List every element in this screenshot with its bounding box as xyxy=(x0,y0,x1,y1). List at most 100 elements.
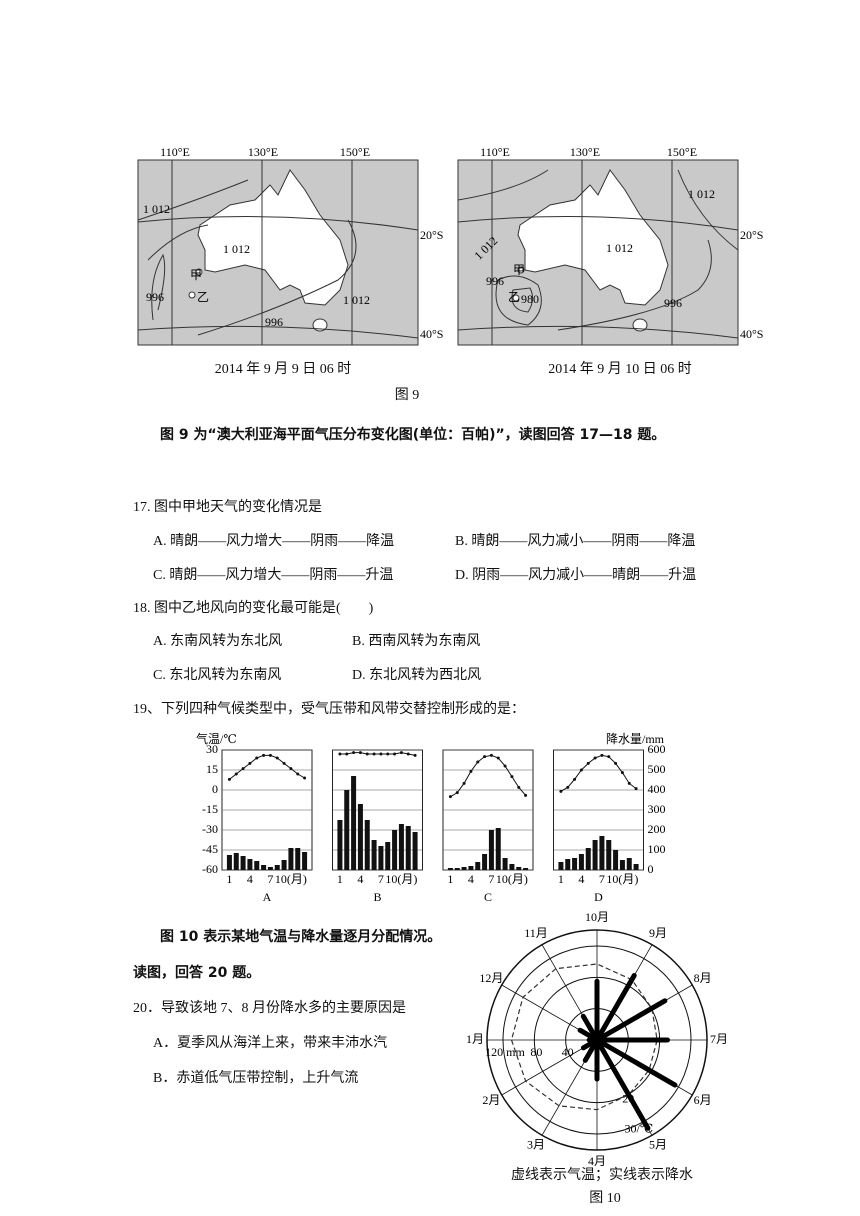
precip-bar xyxy=(619,860,625,870)
x-tick-label: 4 xyxy=(357,872,363,886)
temp-point xyxy=(289,767,293,771)
precip-bar xyxy=(378,846,384,870)
option: A. 东南风转为东北风 xyxy=(153,634,283,649)
precip-tick-label: 40 xyxy=(562,1045,574,1059)
precip-spoke xyxy=(580,1013,600,1043)
x-tick-label: 7 xyxy=(488,872,494,886)
x-tick-label: 7 xyxy=(599,872,605,886)
temp-point xyxy=(406,752,410,756)
precip-ring xyxy=(565,1008,629,1072)
option: D. 阴雨——风力减小——晴朗——升温 xyxy=(455,568,697,583)
isobar-label: 1 012 xyxy=(343,293,370,307)
spoke xyxy=(596,1039,693,1096)
axis-title: 降水量/mm xyxy=(606,732,665,746)
temp-point xyxy=(296,772,300,776)
month-label: 6月 xyxy=(694,1093,712,1107)
temp-point xyxy=(614,761,618,765)
precip-bar xyxy=(412,832,418,870)
panel-frame xyxy=(442,749,534,871)
month-label: 10月 xyxy=(585,910,609,924)
lon-label: 150°E xyxy=(340,145,370,159)
precip-bar xyxy=(247,859,253,870)
y-tick-label: -15 xyxy=(202,802,218,816)
lon-label: 130°E xyxy=(570,145,600,159)
lon-label: 110°E xyxy=(480,145,510,159)
temp-point xyxy=(352,751,356,755)
temp-point xyxy=(634,787,638,791)
precip-bar xyxy=(405,826,411,870)
precip-bar xyxy=(509,864,515,870)
temp-point xyxy=(503,764,507,768)
precip-bar xyxy=(461,867,467,870)
temp-point xyxy=(234,772,238,776)
temp-point xyxy=(573,777,577,781)
x-tick-label: 10(月) xyxy=(275,872,307,886)
place-label: 乙 xyxy=(508,290,520,304)
precip-ring xyxy=(502,945,692,1135)
lon-label: 130°E xyxy=(248,145,278,159)
precip-spoke xyxy=(594,973,637,1043)
option: B. 西南风转为东南风 xyxy=(352,634,481,649)
map-caption: 2014 年 9 月 9 日 06 时 xyxy=(214,362,352,377)
precip-bar xyxy=(337,820,343,870)
precip-spoke xyxy=(577,1027,600,1043)
figure-title: 图 10 xyxy=(589,1191,621,1206)
precip-bar xyxy=(371,840,377,870)
precip-bar xyxy=(613,850,619,870)
x-tick-label: 1 xyxy=(337,872,343,886)
temp-point xyxy=(248,761,252,765)
isobar-label: 996 xyxy=(486,274,504,288)
precip-bar xyxy=(302,852,308,870)
precip-bar xyxy=(398,824,404,870)
month-label: 8月 xyxy=(694,971,712,985)
precip-bar xyxy=(267,867,273,870)
temp-point xyxy=(227,777,231,781)
question: 20．导致该地 7、8 月份降水多的主要原因是 xyxy=(133,1001,406,1016)
precip-bar xyxy=(454,868,460,870)
y2-tick-label: 100 xyxy=(648,842,666,856)
x-tick-label: 10(月) xyxy=(385,872,417,886)
isobar-label: 1 012 xyxy=(688,187,715,201)
isobar-label: 1 012 xyxy=(143,202,170,216)
temp-point xyxy=(372,752,376,756)
temp-point xyxy=(262,753,266,757)
precip-bar xyxy=(482,854,488,870)
precip-spoke xyxy=(594,1037,651,1131)
option: C. 东北风转为东南风 xyxy=(153,668,282,683)
precip-bar xyxy=(254,861,260,870)
precip-ring xyxy=(533,976,661,1104)
isobar-label: 996 xyxy=(664,296,682,310)
precip-bar xyxy=(495,828,501,870)
temp-point xyxy=(345,752,349,756)
spoke xyxy=(501,984,598,1041)
precip-spoke xyxy=(594,1037,678,1088)
precip-bar xyxy=(626,858,632,870)
precip-bar xyxy=(592,840,598,870)
temp-line xyxy=(229,754,305,780)
temp-point xyxy=(517,785,521,789)
precip-bar xyxy=(288,848,294,870)
isobar-label: 1 012 xyxy=(606,241,633,255)
temp-tick-label: 20 xyxy=(622,1091,634,1105)
y-tick-label: 15 xyxy=(206,762,218,776)
temp-point xyxy=(593,756,597,760)
temp-point xyxy=(365,752,369,756)
intro: 图 9 为“澳大利亚海平面气压分布变化图(单位：百帕)”，读图回答 17—18 … xyxy=(160,427,666,443)
x-tick-label: 1 xyxy=(558,872,564,886)
precip-bar xyxy=(599,836,605,870)
precip-tick-label: 80 xyxy=(530,1045,542,1059)
lat-label: 20°S xyxy=(420,228,443,242)
precip-bar xyxy=(572,858,578,870)
y2-tick-label: 500 xyxy=(648,762,666,776)
temp-point xyxy=(627,781,631,785)
precip-bar xyxy=(295,848,301,870)
question: 19、下列四种气候类型中，受气压带和风带交替控制形成的是： xyxy=(133,702,525,717)
y-tick-label: -30 xyxy=(202,822,218,836)
temp-point xyxy=(358,751,362,755)
temp-point xyxy=(255,756,259,760)
option: A. 晴朗——风力增大——阴雨——降温 xyxy=(153,534,395,549)
y-tick-label: -45 xyxy=(202,842,218,856)
precip-bar xyxy=(357,804,363,870)
precip-spoke xyxy=(582,1037,600,1063)
